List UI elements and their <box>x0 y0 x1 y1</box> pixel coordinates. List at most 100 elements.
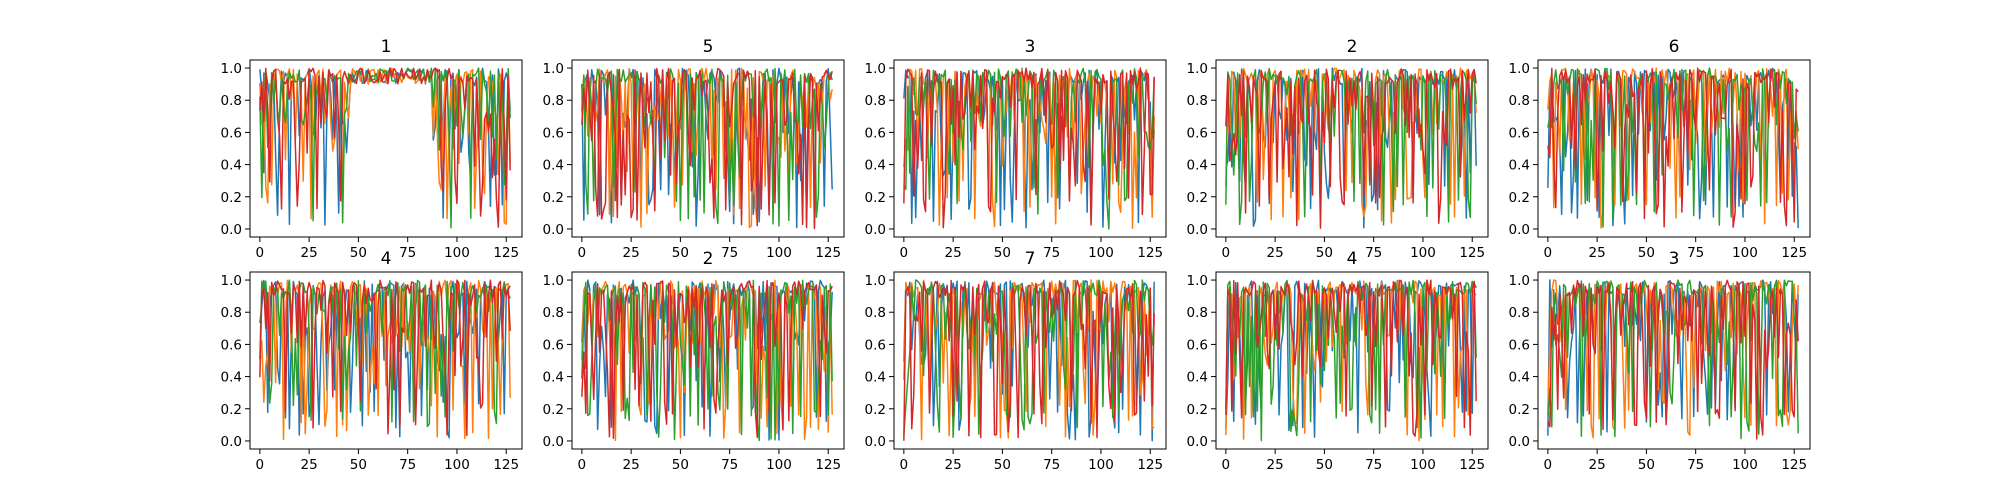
y-tick-label: 1.0 <box>1509 273 1530 289</box>
subplot-9: 0 25 50 75 100 125 0.0 0.2 0.4 0.6 0.8 1.0 4 <box>1187 249 1489 473</box>
subplot-title: 3 <box>1025 37 1036 57</box>
x-tick-label: 125 <box>1137 245 1163 261</box>
y-tick-label: 0.2 <box>1509 402 1530 418</box>
subplot-2: 0 25 50 75 100 125 0.0 0.2 0.4 0.6 0.8 1.0 5 <box>543 37 845 261</box>
subplot-1: 0 25 50 75 100 125 0.0 0.2 0.4 0.6 0.8 1.0 1 <box>221 37 523 261</box>
x-tick-label: 125 <box>493 245 519 261</box>
y-tick-label: 1.0 <box>865 273 886 289</box>
y-tick-label: 0.4 <box>221 158 242 174</box>
plot-border <box>1537 59 1811 238</box>
x-tick-label: 50 <box>350 245 367 261</box>
subplot-4: 0 25 50 75 100 125 0.0 0.2 0.4 0.6 0.8 1.0 2 <box>1187 37 1489 261</box>
x-tick-label: 25 <box>1267 245 1284 261</box>
x-tick-label: 125 <box>1781 245 1807 261</box>
y-tick-label: 1.0 <box>1187 273 1208 289</box>
y-tick-label: 0.6 <box>543 125 564 141</box>
x-tick-label: 100 <box>1088 457 1114 473</box>
y-tick-label: 1.0 <box>1509 61 1530 77</box>
x-tick-label: 25 <box>623 245 640 261</box>
series-line-4 <box>1547 67 1799 228</box>
y-tick-label: 1.0 <box>543 273 564 289</box>
y-tick-label: 1.0 <box>221 61 242 77</box>
x-tick-label: 50 <box>672 245 689 261</box>
x-tick-label: 25 <box>301 245 318 261</box>
y-tick-label: 0.2 <box>543 190 564 206</box>
series-line-3 <box>581 279 833 442</box>
plot-border <box>1215 59 1489 238</box>
y-tick-label: 0.0 <box>1509 222 1530 238</box>
x-tick-label: 100 <box>766 457 792 473</box>
x-tick-label: 75 <box>399 245 416 261</box>
x-tick-label: 0 <box>1222 245 1231 261</box>
x-tick-label: 0 <box>900 245 909 261</box>
plot-border <box>1215 271 1489 450</box>
x-tick-label: 25 <box>1267 457 1284 473</box>
series-line-3 <box>1547 279 1799 440</box>
y-tick-label: 0.8 <box>865 305 886 321</box>
y-tick-label: 0.0 <box>543 222 564 238</box>
y-tick-label: 1.0 <box>1187 61 1208 77</box>
subplot-title: 5 <box>703 37 714 57</box>
y-tick-label: 0.6 <box>865 125 886 141</box>
x-tick-label: 0 <box>900 457 909 473</box>
y-tick-label: 0.8 <box>1509 93 1530 109</box>
series-line-4 <box>581 279 833 439</box>
subplot-title: 3 <box>1669 249 1680 269</box>
y-tick-label: 0.2 <box>221 402 242 418</box>
series-line-4 <box>259 67 511 228</box>
y-tick-label: 1.0 <box>543 61 564 77</box>
x-tick-label: 0 <box>1222 457 1231 473</box>
y-tick-label: 0.0 <box>1187 222 1208 238</box>
x-tick-label: 25 <box>945 457 962 473</box>
x-tick-label: 0 <box>578 457 587 473</box>
x-tick-label: 75 <box>1043 457 1060 473</box>
y-tick-label: 0.8 <box>1187 305 1208 321</box>
subplot-10: 0 25 50 75 100 125 0.0 0.2 0.4 0.6 0.8 1.0 3 <box>1509 249 1811 473</box>
subplot-title: 2 <box>1347 37 1358 57</box>
x-tick-label: 100 <box>766 245 792 261</box>
y-tick-label: 0.6 <box>1509 125 1530 141</box>
plot-border <box>1537 271 1811 450</box>
series-line-3 <box>1547 67 1799 228</box>
x-tick-label: 100 <box>444 245 470 261</box>
series-line-3 <box>903 279 1155 438</box>
y-tick-label: 0.4 <box>865 370 886 386</box>
x-tick-label: 25 <box>1589 457 1606 473</box>
series-line-4 <box>903 279 1155 441</box>
y-tick-label: 1.0 <box>865 61 886 77</box>
x-tick-label: 0 <box>256 245 265 261</box>
y-tick-label: 0.2 <box>543 402 564 418</box>
subplot-8: 0 25 50 75 100 125 0.0 0.2 0.4 0.6 0.8 1.0 7 <box>865 249 1167 473</box>
plot-border <box>571 59 845 238</box>
y-tick-label: 0.8 <box>1509 305 1530 321</box>
y-tick-label: 0.6 <box>1187 337 1208 353</box>
y-tick-label: 0.2 <box>865 402 886 418</box>
y-tick-label: 0.8 <box>543 305 564 321</box>
series-line-3 <box>259 67 511 229</box>
y-tick-label: 0.4 <box>1509 158 1530 174</box>
x-tick-label: 25 <box>1589 245 1606 261</box>
plot-border <box>571 271 845 450</box>
series-line-4 <box>1225 279 1477 437</box>
subplot-3: 0 25 50 75 100 125 0.0 0.2 0.4 0.6 0.8 1.0 3 <box>865 37 1167 261</box>
x-tick-label: 50 <box>350 457 367 473</box>
series-line-3 <box>1225 279 1477 442</box>
x-tick-label: 50 <box>1316 457 1333 473</box>
series-line-4 <box>903 67 1155 229</box>
x-tick-label: 50 <box>1638 457 1655 473</box>
y-tick-label: 0.4 <box>1187 158 1208 174</box>
x-tick-label: 125 <box>493 457 519 473</box>
y-tick-label: 0.6 <box>221 337 242 353</box>
y-tick-label: 0.8 <box>865 93 886 109</box>
series-line-4 <box>1225 68 1477 230</box>
y-tick-label: 0.8 <box>543 93 564 109</box>
x-tick-label: 100 <box>1732 457 1758 473</box>
x-tick-label: 100 <box>444 457 470 473</box>
y-tick-label: 0.0 <box>1509 434 1530 450</box>
plot-border <box>249 271 523 450</box>
x-tick-label: 0 <box>578 245 587 261</box>
x-tick-label: 50 <box>672 457 689 473</box>
x-tick-label: 100 <box>1410 457 1436 473</box>
